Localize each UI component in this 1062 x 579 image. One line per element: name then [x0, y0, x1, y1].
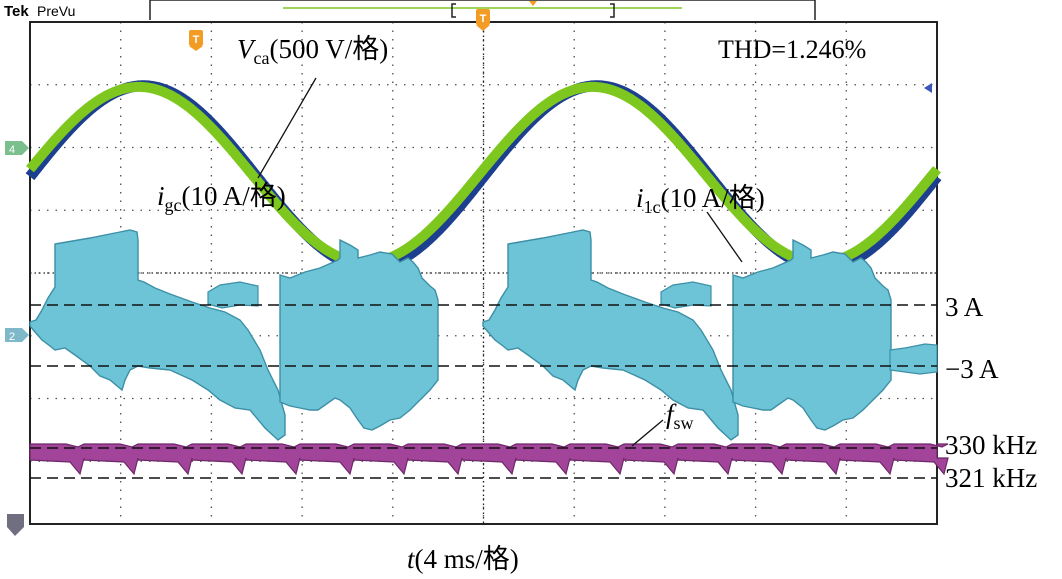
ref-label-3a: 3 A [945, 292, 984, 322]
fsw-leader [631, 419, 664, 447]
i1c-trace-block-b [279, 238, 439, 431]
i1c-trace-block-a [482, 229, 739, 441]
mode-label: PreVu [37, 3, 75, 19]
ref-label-neg3a: −3 A [945, 354, 999, 384]
trigger-marker-tip [189, 46, 203, 51]
igc-trace [26, 81, 941, 268]
header-bar [0, 0, 1062, 23]
trigger-time-marker-box [476, 9, 490, 25]
trigger-time-marker: T [476, 9, 490, 31]
annotation-leaders [257, 77, 743, 447]
thd-label: THD=1.246% [718, 35, 866, 64]
ref-label-321khz: 321 kHz [945, 463, 1037, 493]
waveforms [25, 80, 949, 476]
ch4-marker-shape [5, 141, 29, 155]
vca-leader [257, 77, 317, 179]
reference-lines [30, 304, 937, 479]
trigger-time-marker-tip [476, 25, 490, 31]
view-window-bracket [451, 3, 615, 18]
i1c-trace-block-a [29, 229, 286, 441]
trigger-pos-icon [529, 1, 537, 6]
fsw-trace [29, 443, 949, 476]
trigger-marker-glyph: T [193, 34, 200, 46]
vca-label: Vca(500 V/格) [237, 34, 388, 68]
ref-marker-icon [7, 514, 24, 536]
ref-label-330khz: 330 kHz [945, 430, 1037, 460]
fsw-label: fsw [666, 399, 694, 433]
ch2-marker: 2 [5, 328, 29, 343]
ch4-marker: 4 [5, 141, 29, 156]
scope-header: Tek PreVu [0, 0, 1062, 23]
igc-label: igc(10 A/格) [157, 181, 286, 215]
i1c-trace-bridge [207, 281, 259, 309]
trigger-time-glyph: T [480, 13, 487, 25]
i1c-label: i1c(10 A/格) [636, 183, 765, 217]
trigger-marker-box [189, 30, 203, 46]
ch2-marker-shape [5, 328, 29, 342]
ch4-marker-label: 4 [9, 144, 15, 156]
i1c-leader [706, 211, 743, 263]
time-axis-label: t(4 ms/格) [407, 544, 519, 574]
markers: T T 4 2 [5, 9, 932, 536]
record-overview-bracket [149, 0, 816, 20]
brand-label: Tek [4, 3, 29, 20]
trigger-level-icon [924, 83, 932, 93]
ch2-marker-label: 2 [9, 331, 15, 343]
i1c-trace-bridge [660, 281, 712, 309]
i1c-trace-block-b [732, 238, 892, 431]
i1c-trace-bridge [889, 343, 938, 375]
annotations: Vca(500 V/格) igc(10 A/格) i1c(10 A/格) fsw… [157, 34, 1037, 574]
trigger-marker: T [189, 30, 203, 51]
